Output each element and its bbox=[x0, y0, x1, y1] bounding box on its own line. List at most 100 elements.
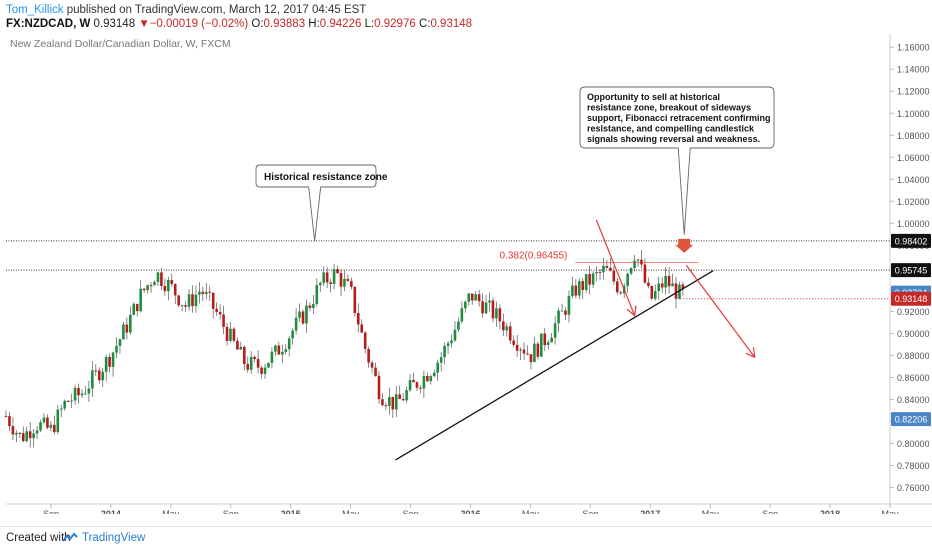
candle-body-down bbox=[356, 313, 360, 325]
high-value: 0.94226 bbox=[319, 18, 362, 30]
candle bbox=[388, 387, 391, 415]
author-link[interactable]: Tom_Killick bbox=[6, 4, 64, 16]
candle-body-down bbox=[339, 273, 343, 287]
candle-body-up bbox=[270, 351, 274, 363]
candle-body-down bbox=[21, 433, 25, 442]
publish-line: Tom_Killick published on TradingView.com… bbox=[6, 4, 366, 16]
candle bbox=[66, 400, 70, 402]
candle bbox=[94, 364, 98, 376]
candle-body-down bbox=[598, 271, 602, 273]
candle bbox=[660, 276, 664, 294]
candle bbox=[225, 323, 229, 346]
annotation-text-line: resistance zone, breakout of sideways bbox=[587, 103, 751, 113]
price-chart[interactable]: 1.16000 1.14000 1.12000 1.10000 1.08000 1.060… bbox=[0, 34, 932, 514]
candle bbox=[363, 331, 367, 354]
price-badge: 0.98402 bbox=[891, 233, 931, 248]
candle bbox=[470, 293, 474, 305]
candle bbox=[367, 346, 370, 368]
candle bbox=[584, 274, 588, 294]
low-label: L: bbox=[364, 18, 375, 30]
candle bbox=[491, 297, 495, 323]
candle bbox=[502, 313, 505, 336]
candle-body-down bbox=[384, 405, 388, 407]
chart-title: New Zealand Dollar/Canadian Dollar, W, F… bbox=[10, 38, 231, 50]
candle-body-down bbox=[308, 305, 312, 308]
candle bbox=[142, 288, 146, 293]
candle bbox=[553, 316, 557, 345]
candle-body-up bbox=[495, 308, 498, 319]
candle bbox=[139, 280, 142, 313]
candle bbox=[505, 322, 509, 337]
candle bbox=[284, 343, 288, 355]
candle-body-down bbox=[681, 284, 685, 290]
candle-body-up bbox=[229, 328, 232, 341]
candle-body-down bbox=[208, 291, 212, 293]
candle bbox=[305, 299, 308, 334]
candle bbox=[291, 328, 294, 345]
candle-body-down bbox=[242, 346, 246, 364]
candle bbox=[498, 304, 502, 330]
y-tick-label: 1.10000 bbox=[897, 109, 930, 119]
price-badge: 0.82206 bbox=[891, 412, 931, 427]
candle bbox=[633, 254, 636, 272]
candle bbox=[232, 327, 236, 343]
y-tick-label: 1.16000 bbox=[897, 43, 930, 53]
candle bbox=[118, 338, 122, 354]
candle bbox=[398, 385, 402, 400]
price-badge-label: 0.98402 bbox=[895, 236, 928, 246]
candle bbox=[512, 335, 515, 348]
chart-area[interactable]: 1.16000 1.14000 1.12000 1.10000 1.08000 1.060… bbox=[0, 34, 932, 514]
candle bbox=[59, 404, 63, 418]
candle bbox=[467, 292, 471, 306]
annotation-text-line: resistance, and compelling candlestick bbox=[587, 124, 755, 134]
y-tick-label: 1.08000 bbox=[897, 131, 930, 141]
candle bbox=[218, 304, 222, 320]
candle bbox=[205, 282, 208, 300]
candle-body-down bbox=[370, 362, 374, 368]
candle-body-up bbox=[111, 352, 115, 367]
candle-body-up bbox=[457, 321, 460, 330]
candle-body-down bbox=[412, 380, 415, 383]
candle-body-up bbox=[436, 362, 439, 373]
x-tick-label: 2018 bbox=[820, 509, 840, 514]
symbol-name[interactable]: FX:NZDCAD, W bbox=[6, 18, 91, 30]
candle bbox=[450, 334, 453, 348]
candle-body-up bbox=[394, 394, 398, 410]
candles bbox=[4, 250, 685, 448]
candle-body-up bbox=[550, 337, 553, 343]
candle-body-up bbox=[25, 431, 29, 442]
candle bbox=[322, 266, 326, 287]
candle-body-up bbox=[194, 294, 198, 307]
candle bbox=[294, 308, 298, 335]
candle-body-up bbox=[405, 390, 408, 401]
candle bbox=[201, 286, 205, 302]
candle bbox=[426, 372, 429, 383]
candle-body-up bbox=[439, 357, 443, 363]
x-tick-label: 2016 bbox=[460, 509, 480, 514]
candle bbox=[332, 263, 336, 290]
symbol-line: FX:NZDCAD, W 0.93148 ▼−0.00019 (−0.02%) … bbox=[6, 18, 472, 30]
candle bbox=[350, 277, 353, 290]
candle-body-up bbox=[408, 380, 412, 391]
candle-body-up bbox=[104, 356, 108, 372]
candle-body-up bbox=[167, 280, 170, 292]
candle bbox=[422, 370, 426, 398]
candle bbox=[129, 306, 132, 335]
candle bbox=[415, 380, 419, 392]
candle-body-down bbox=[350, 280, 353, 287]
y-tick-label: 0.92000 bbox=[897, 307, 930, 317]
candle-body-up bbox=[332, 269, 336, 284]
candle bbox=[671, 273, 674, 287]
candle-body-down bbox=[211, 292, 215, 309]
candle-body-down bbox=[160, 272, 163, 286]
candle-body-down bbox=[246, 363, 250, 370]
candle-body-up bbox=[249, 356, 253, 370]
tradingview-brand[interactable]: TradingView bbox=[82, 532, 146, 544]
candle bbox=[149, 282, 153, 294]
candle-body-down bbox=[329, 282, 332, 284]
price-badge-label: 0.93148 bbox=[895, 294, 928, 304]
candle-body-up bbox=[453, 329, 457, 341]
candle bbox=[543, 327, 547, 352]
candle bbox=[280, 344, 284, 363]
candle bbox=[384, 402, 388, 411]
